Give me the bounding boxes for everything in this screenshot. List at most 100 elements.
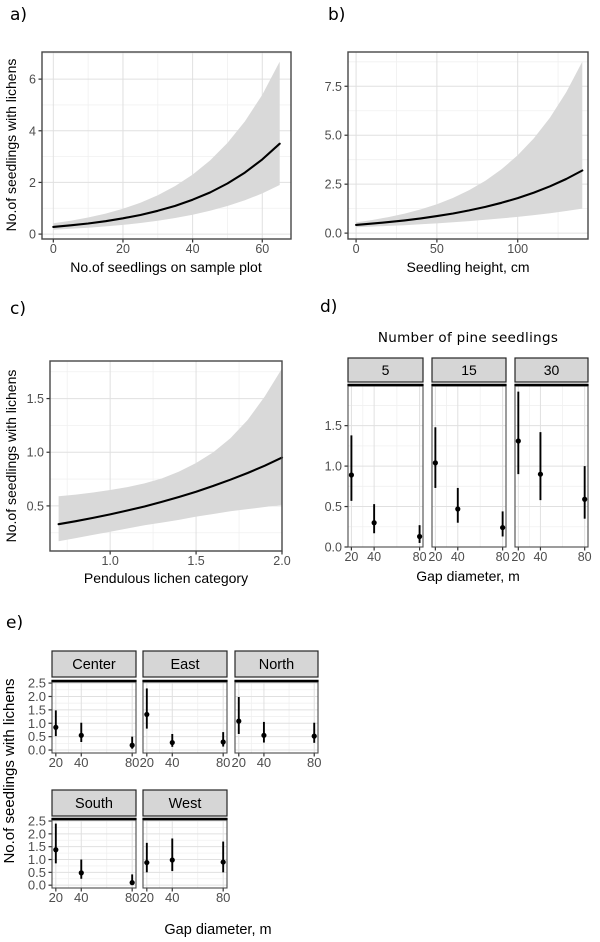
fitted-trend-line	[52, 142, 281, 228]
pointrange-estimate	[236, 718, 242, 724]
y-tick-label: 0.5	[325, 500, 342, 514]
x-tick-label: 1.5	[187, 554, 204, 568]
y-tick-label: 5.0	[325, 129, 342, 143]
pointrange-estimate	[144, 711, 150, 718]
x-tick-label: 40	[74, 755, 88, 770]
pointrange-estimate	[261, 732, 267, 738]
x-tick-label: 20	[49, 755, 63, 770]
plot-panel-background	[143, 682, 227, 753]
x-tick-label: 20	[140, 755, 154, 770]
pointrange-estimate	[582, 496, 588, 502]
x-tick-label: 2.0	[273, 554, 290, 568]
facet-strip	[234, 650, 319, 678]
panel-d-x-axis-title: Gap diameter, m	[416, 568, 520, 584]
x-tick-label: 20	[116, 242, 130, 256]
x-tick-label: 40	[257, 755, 271, 770]
x-tick-label: 20	[140, 890, 154, 905]
panel-a-y-axis-title: No.of seedlings with lichens	[3, 59, 19, 232]
pointrange-estimate	[500, 524, 506, 531]
y-tick-label: 6	[29, 73, 36, 87]
pointrange-estimate	[53, 847, 59, 853]
x-tick-label: 100	[507, 242, 528, 256]
y-tick-label: 1.5	[27, 392, 44, 406]
x-tick-label: 40	[186, 242, 200, 256]
facet-15: 15 20 40 80	[428, 357, 510, 564]
x-tick-label: 50	[430, 242, 444, 256]
pointrange-estimate	[169, 739, 175, 746]
facet-south: South 20 40 80 0.00.51.01.52.02.5	[28, 789, 139, 905]
x-tick-label: 20	[428, 550, 442, 564]
x-tick-label: 20	[232, 755, 246, 770]
facet-center: Center 20 40 80 0.00.51.01.52.02.5	[28, 650, 139, 770]
y-tick-label: 0	[29, 228, 36, 242]
plot-panel-background	[52, 820, 136, 888]
x-tick-label: 40	[165, 890, 179, 905]
facet-30: 30 20 40 80	[511, 357, 592, 564]
panel-c-x-axis-title: Pendulous lichen category	[84, 570, 248, 586]
facet-west: West 20 40 80	[140, 789, 230, 905]
x-tick-label: 20	[49, 890, 63, 905]
panel-d: 5 20 40 80 0.0 0.5 1.0 1.5 15 20 40 80 30 20 40 80	[325, 357, 592, 564]
x-tick-label: 40	[165, 755, 179, 770]
y-tick-label: 2.5	[325, 178, 342, 192]
x-tick-label: 80	[125, 890, 139, 905]
panel-a-letter: a)	[10, 5, 27, 25]
y-tick-label: 0.0	[325, 541, 342, 555]
x-tick-label: 80	[125, 755, 139, 770]
facet-strip	[431, 357, 507, 383]
pointrange-estimate	[348, 472, 355, 478]
panel-c-y-axis-title: No.of seedlings with lichens	[3, 370, 19, 543]
y-tick-label: 1.5	[28, 839, 46, 854]
facet-strip	[142, 789, 228, 817]
y-tick-label: 1.5	[325, 419, 342, 433]
y-tick-label: 2.0	[28, 826, 46, 841]
pointrange-estimate	[144, 859, 150, 866]
facet-strip-label: 30	[544, 362, 560, 378]
fitted-trend-line	[355, 169, 584, 226]
pointrange-estimate	[515, 438, 521, 444]
y-tick-label: 2	[29, 176, 36, 190]
y-tick-label: 1.0	[325, 460, 342, 474]
pointrange-estimate	[432, 460, 438, 466]
y-tick-label: 0.5	[27, 499, 44, 513]
y-tick-label: 1.0	[28, 716, 46, 731]
confidence-band	[356, 61, 583, 228]
facet-strip	[514, 357, 589, 383]
panel-border	[41, 51, 292, 240]
facet-east: East 20 40 80	[140, 650, 230, 770]
x-tick-label: 80	[578, 550, 592, 564]
y-tick-label: 1.5	[28, 702, 46, 717]
panel-b-letter: b)	[328, 5, 345, 25]
panel-d-facet-title: Number of pine seedlings	[378, 330, 558, 346]
pointrange-estimate	[129, 742, 135, 748]
figure-text-layer: a) b) c) d) e) No.of seedlings with lich…	[1, 5, 558, 938]
facet-strip-label: South	[75, 796, 113, 812]
facet-strip-label: 5	[382, 362, 390, 378]
y-tick-label: 2.0	[28, 689, 46, 704]
x-tick-label: 1.0	[101, 554, 118, 568]
facet-strip	[142, 650, 228, 678]
pointrange-estimate	[371, 520, 377, 526]
y-tick-label: 0.0	[28, 743, 46, 758]
pointrange-estimate	[169, 857, 175, 863]
plot-panel-background	[143, 820, 227, 888]
x-tick-label: 80	[216, 755, 230, 770]
facet-strip	[51, 650, 137, 678]
facet-strip-label: East	[170, 657, 199, 673]
y-tick-label: 4	[29, 124, 36, 138]
pointrange-estimate	[78, 732, 84, 738]
x-tick-label: 80	[307, 755, 321, 770]
pointrange-estimate	[311, 733, 317, 739]
plot-panel-background	[235, 682, 318, 753]
facet-strip-label: North	[259, 657, 294, 673]
x-tick-label: 80	[413, 550, 427, 564]
panel-e-y-axis-title: No.of seedlings with lichens	[1, 678, 18, 863]
x-tick-label: 80	[216, 890, 230, 905]
panel-b: 0 50 100 0.0 2.5 5.0 7.5	[325, 51, 589, 256]
facet-strip	[51, 789, 137, 817]
y-tick-label: 0.5	[28, 865, 46, 880]
